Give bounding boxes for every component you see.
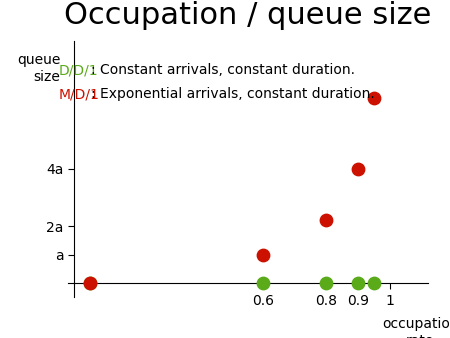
- Text: occupation
rate: occupation rate: [382, 317, 450, 338]
- Point: [260, 281, 267, 286]
- Point: [86, 281, 93, 286]
- Point: [323, 218, 330, 223]
- Text: : Constant arrivals, constant duration.: : Constant arrivals, constant duration.: [91, 63, 356, 77]
- Point: [355, 281, 362, 286]
- Text: : Exponential arrivals, constant duration.: : Exponential arrivals, constant duratio…: [91, 87, 375, 101]
- Point: [323, 281, 330, 286]
- Text: M/D/1: M/D/1: [58, 87, 99, 101]
- Point: [355, 166, 362, 172]
- Y-axis label: queue
size: queue size: [17, 53, 60, 83]
- Point: [370, 95, 378, 100]
- Point: [370, 281, 378, 286]
- Point: [86, 281, 93, 286]
- Text: D/D/1: D/D/1: [58, 63, 98, 77]
- Title: Occupation / queue size: Occupation / queue size: [64, 1, 431, 30]
- Point: [260, 252, 267, 257]
